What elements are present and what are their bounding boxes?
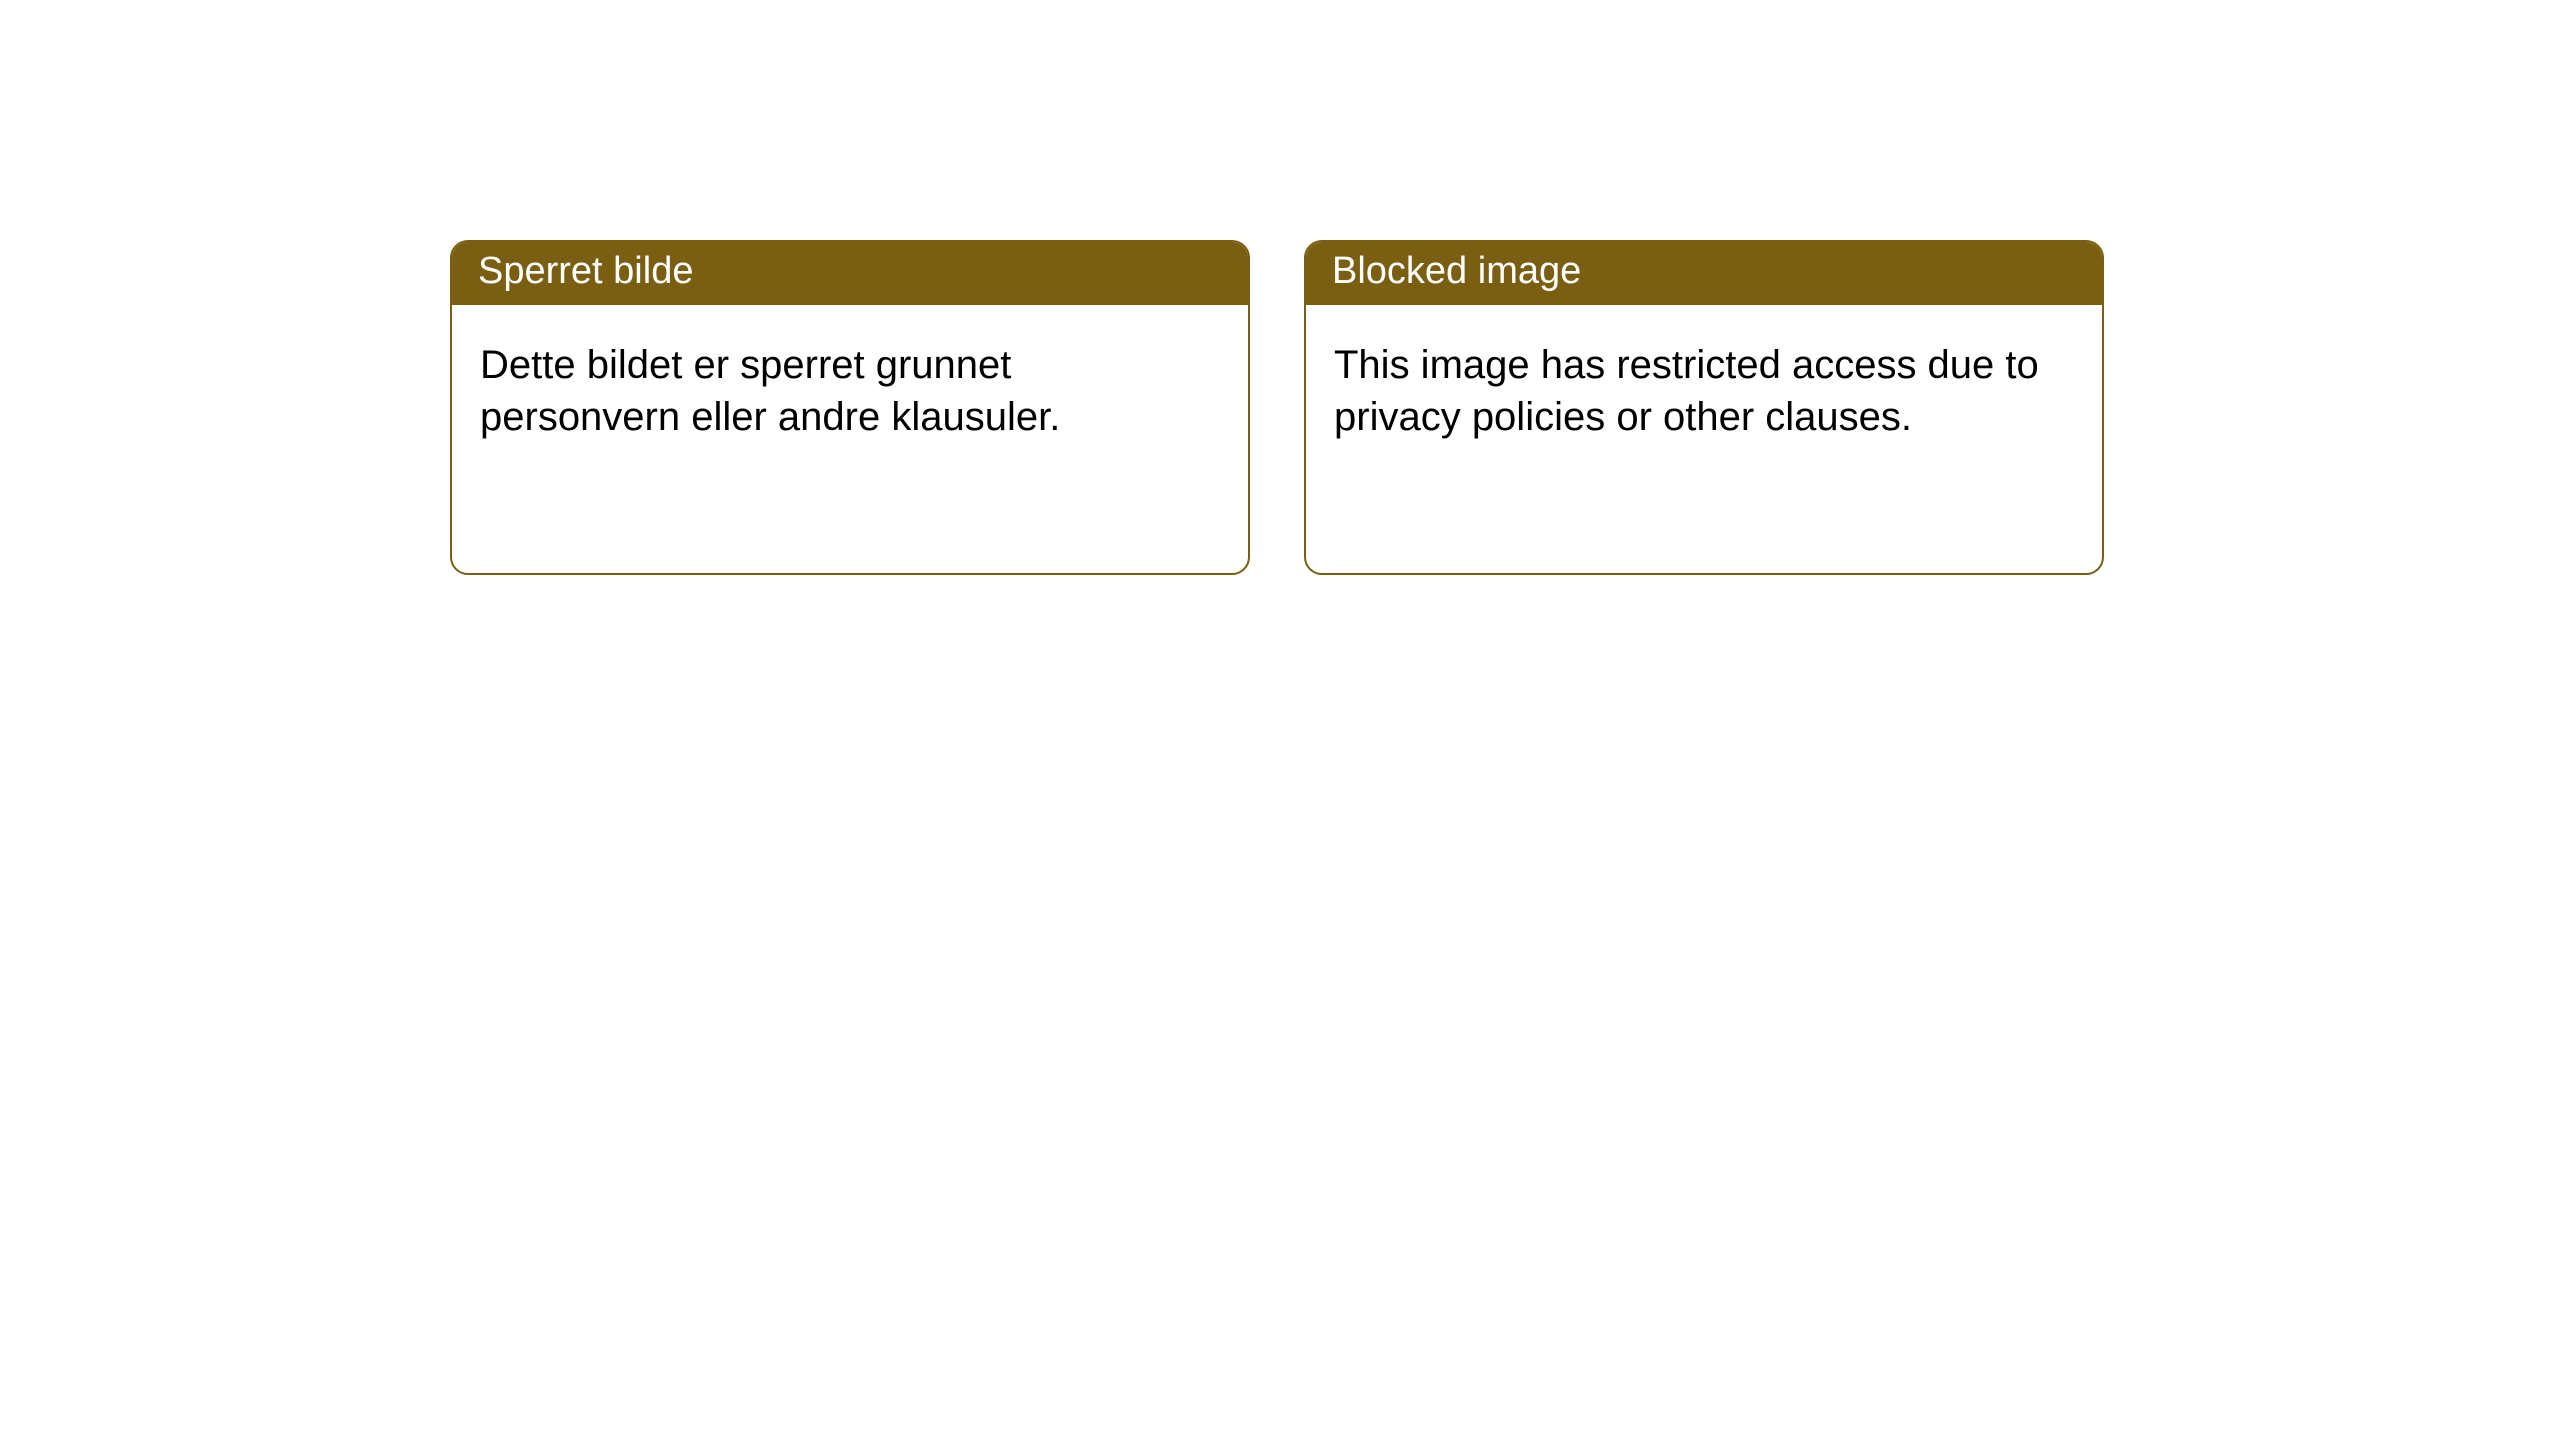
card-body-text: Dette bildet er sperret grunnet personve… xyxy=(480,343,1060,439)
blocked-image-card-english: Blocked image This image has restricted … xyxy=(1304,240,2104,575)
card-body: This image has restricted access due to … xyxy=(1306,305,2102,477)
blocked-image-notice-container: Sperret bilde Dette bildet er sperret gr… xyxy=(450,240,2104,575)
blocked-image-card-norwegian: Sperret bilde Dette bildet er sperret gr… xyxy=(450,240,1250,575)
card-body: Dette bildet er sperret grunnet personve… xyxy=(452,305,1248,477)
card-header: Sperret bilde xyxy=(452,242,1248,305)
card-header: Blocked image xyxy=(1306,242,2102,305)
card-title: Sperret bilde xyxy=(478,250,693,292)
card-title: Blocked image xyxy=(1332,250,1581,292)
card-body-text: This image has restricted access due to … xyxy=(1334,343,2039,439)
